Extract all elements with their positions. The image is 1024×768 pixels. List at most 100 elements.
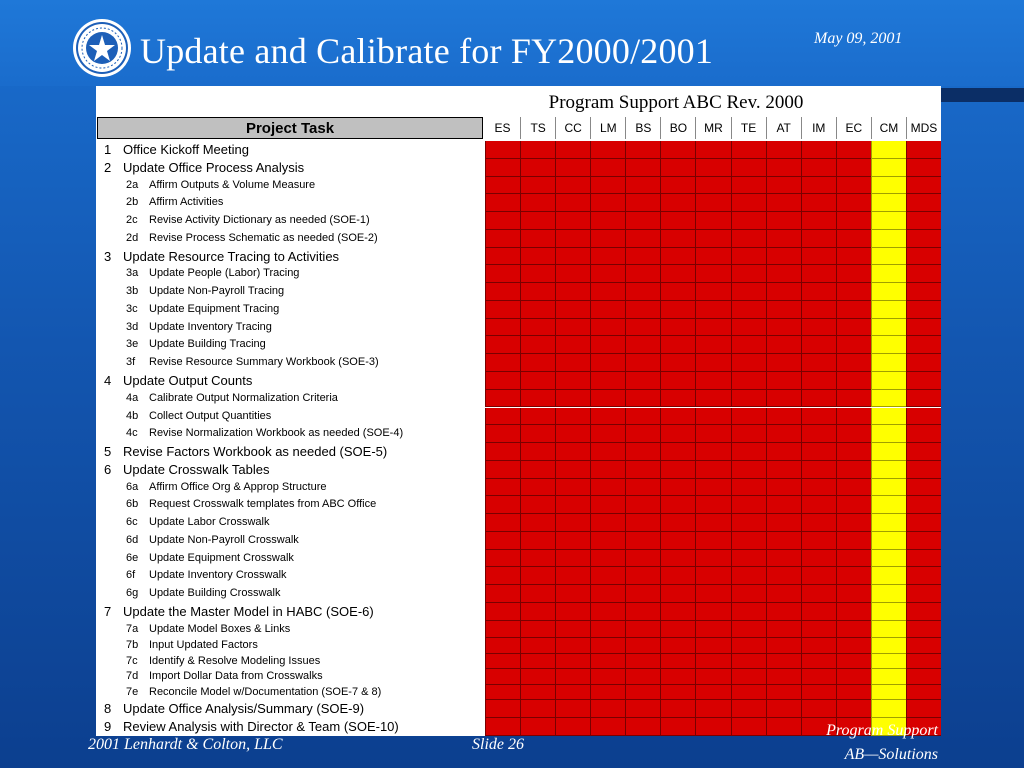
cell-es [485,718,521,736]
cell-cm [870,247,906,266]
column-header-mr: MR [695,117,730,139]
task-number: 3a [126,267,139,280]
column-header-im: IM [800,117,836,139]
cell-ts [520,300,556,319]
cell-at [765,585,801,603]
cell-cm [870,443,906,461]
cell-im [800,158,836,177]
cell-lm [590,669,626,685]
cell-bo [660,653,696,670]
task-number: 3e [126,338,139,351]
cell-cc [555,478,591,497]
task-number: 2c [126,214,138,227]
cell-mr [695,389,731,408]
cell-es [485,141,521,159]
cell-cm [870,585,906,603]
cell-at [765,638,801,654]
cell-cm [870,669,906,685]
cell-at [765,718,801,736]
cell-at [765,478,801,497]
cell-at [765,496,801,515]
cell-cm [870,638,906,654]
cell-bo [660,176,696,195]
cell-cm [870,194,906,213]
cell-mr [695,354,731,372]
cell-te [730,718,766,736]
task-cells [485,194,942,213]
task-label: Update Inventory Crosswalk [149,569,287,582]
task-number: 6g [126,587,139,600]
task-row: 7e Reconcile Model w/Documentation (SOE-7… [96,684,942,701]
cell-lm [590,567,626,586]
cell-bo [660,158,696,177]
cell-im [800,389,836,408]
task-number: 8 [104,701,112,717]
cell-bo [660,247,696,266]
cell-te [730,141,766,159]
cell-mds [905,212,942,230]
cell-mds [905,318,942,337]
cell-ts [520,212,556,230]
cell-bo [660,514,696,532]
cell-im [800,318,836,337]
cell-ts [520,371,556,390]
cell-es [485,460,521,479]
cell-bs [625,407,661,426]
cell-es [485,389,521,408]
task-row: 2b Affirm Activities [96,194,942,213]
task-label: Update Equipment Crosswalk [149,551,294,564]
cell-ts [520,638,556,654]
cell-es [485,478,521,497]
cell-ts [520,158,556,177]
task-row: 6e Update Equipment Crosswalk [96,549,942,568]
cell-te [730,684,766,701]
cell-cm [870,407,906,426]
cell-at [765,283,801,301]
cell-cm [870,158,906,177]
cell-lm [590,585,626,603]
cell-at [765,158,801,177]
cell-cc [555,718,591,736]
cell-bs [625,158,661,177]
cell-cc [555,229,591,248]
cell-mds [905,602,942,621]
cell-mds [905,718,942,736]
cell-cc [555,620,591,639]
cell-ec [835,158,871,177]
cell-bo [660,443,696,461]
cell-at [765,176,801,195]
task-cells [485,158,942,177]
cell-bs [625,389,661,408]
cell-cc [555,460,591,479]
task-row: 2 Update Office Process Analysis [96,158,942,177]
cell-mr [695,371,731,390]
cell-at [765,567,801,586]
cell-im [800,602,836,621]
cell-mds [905,567,942,586]
cell-ec [835,620,871,639]
cell-im [800,300,836,319]
column-header-lm: LM [590,117,625,139]
task-label: Update Crosswalk Tables [123,461,270,477]
cell-cc [555,684,591,701]
task-number: 6e [126,551,139,564]
cell-im [800,265,836,284]
cell-ec [835,425,871,444]
cell-cc [555,158,591,177]
task-cells [485,247,942,266]
task-table: Program Support ABC Rev. 2000 Project Ta… [96,86,942,736]
cell-bo [660,265,696,284]
task-number: 2b [126,196,139,209]
task-number: 6c [126,516,138,529]
cell-ts [520,549,556,568]
cell-lm [590,549,626,568]
task-label: Update Non-Payroll Crosswalk [149,533,299,546]
cell-bs [625,354,661,372]
cell-cm [870,531,906,550]
cell-cc [555,283,591,301]
title-band [0,0,1024,86]
cell-at [765,229,801,248]
task-number: 2 [104,159,112,175]
cell-bo [660,496,696,515]
column-header-ts: TS [520,117,555,139]
